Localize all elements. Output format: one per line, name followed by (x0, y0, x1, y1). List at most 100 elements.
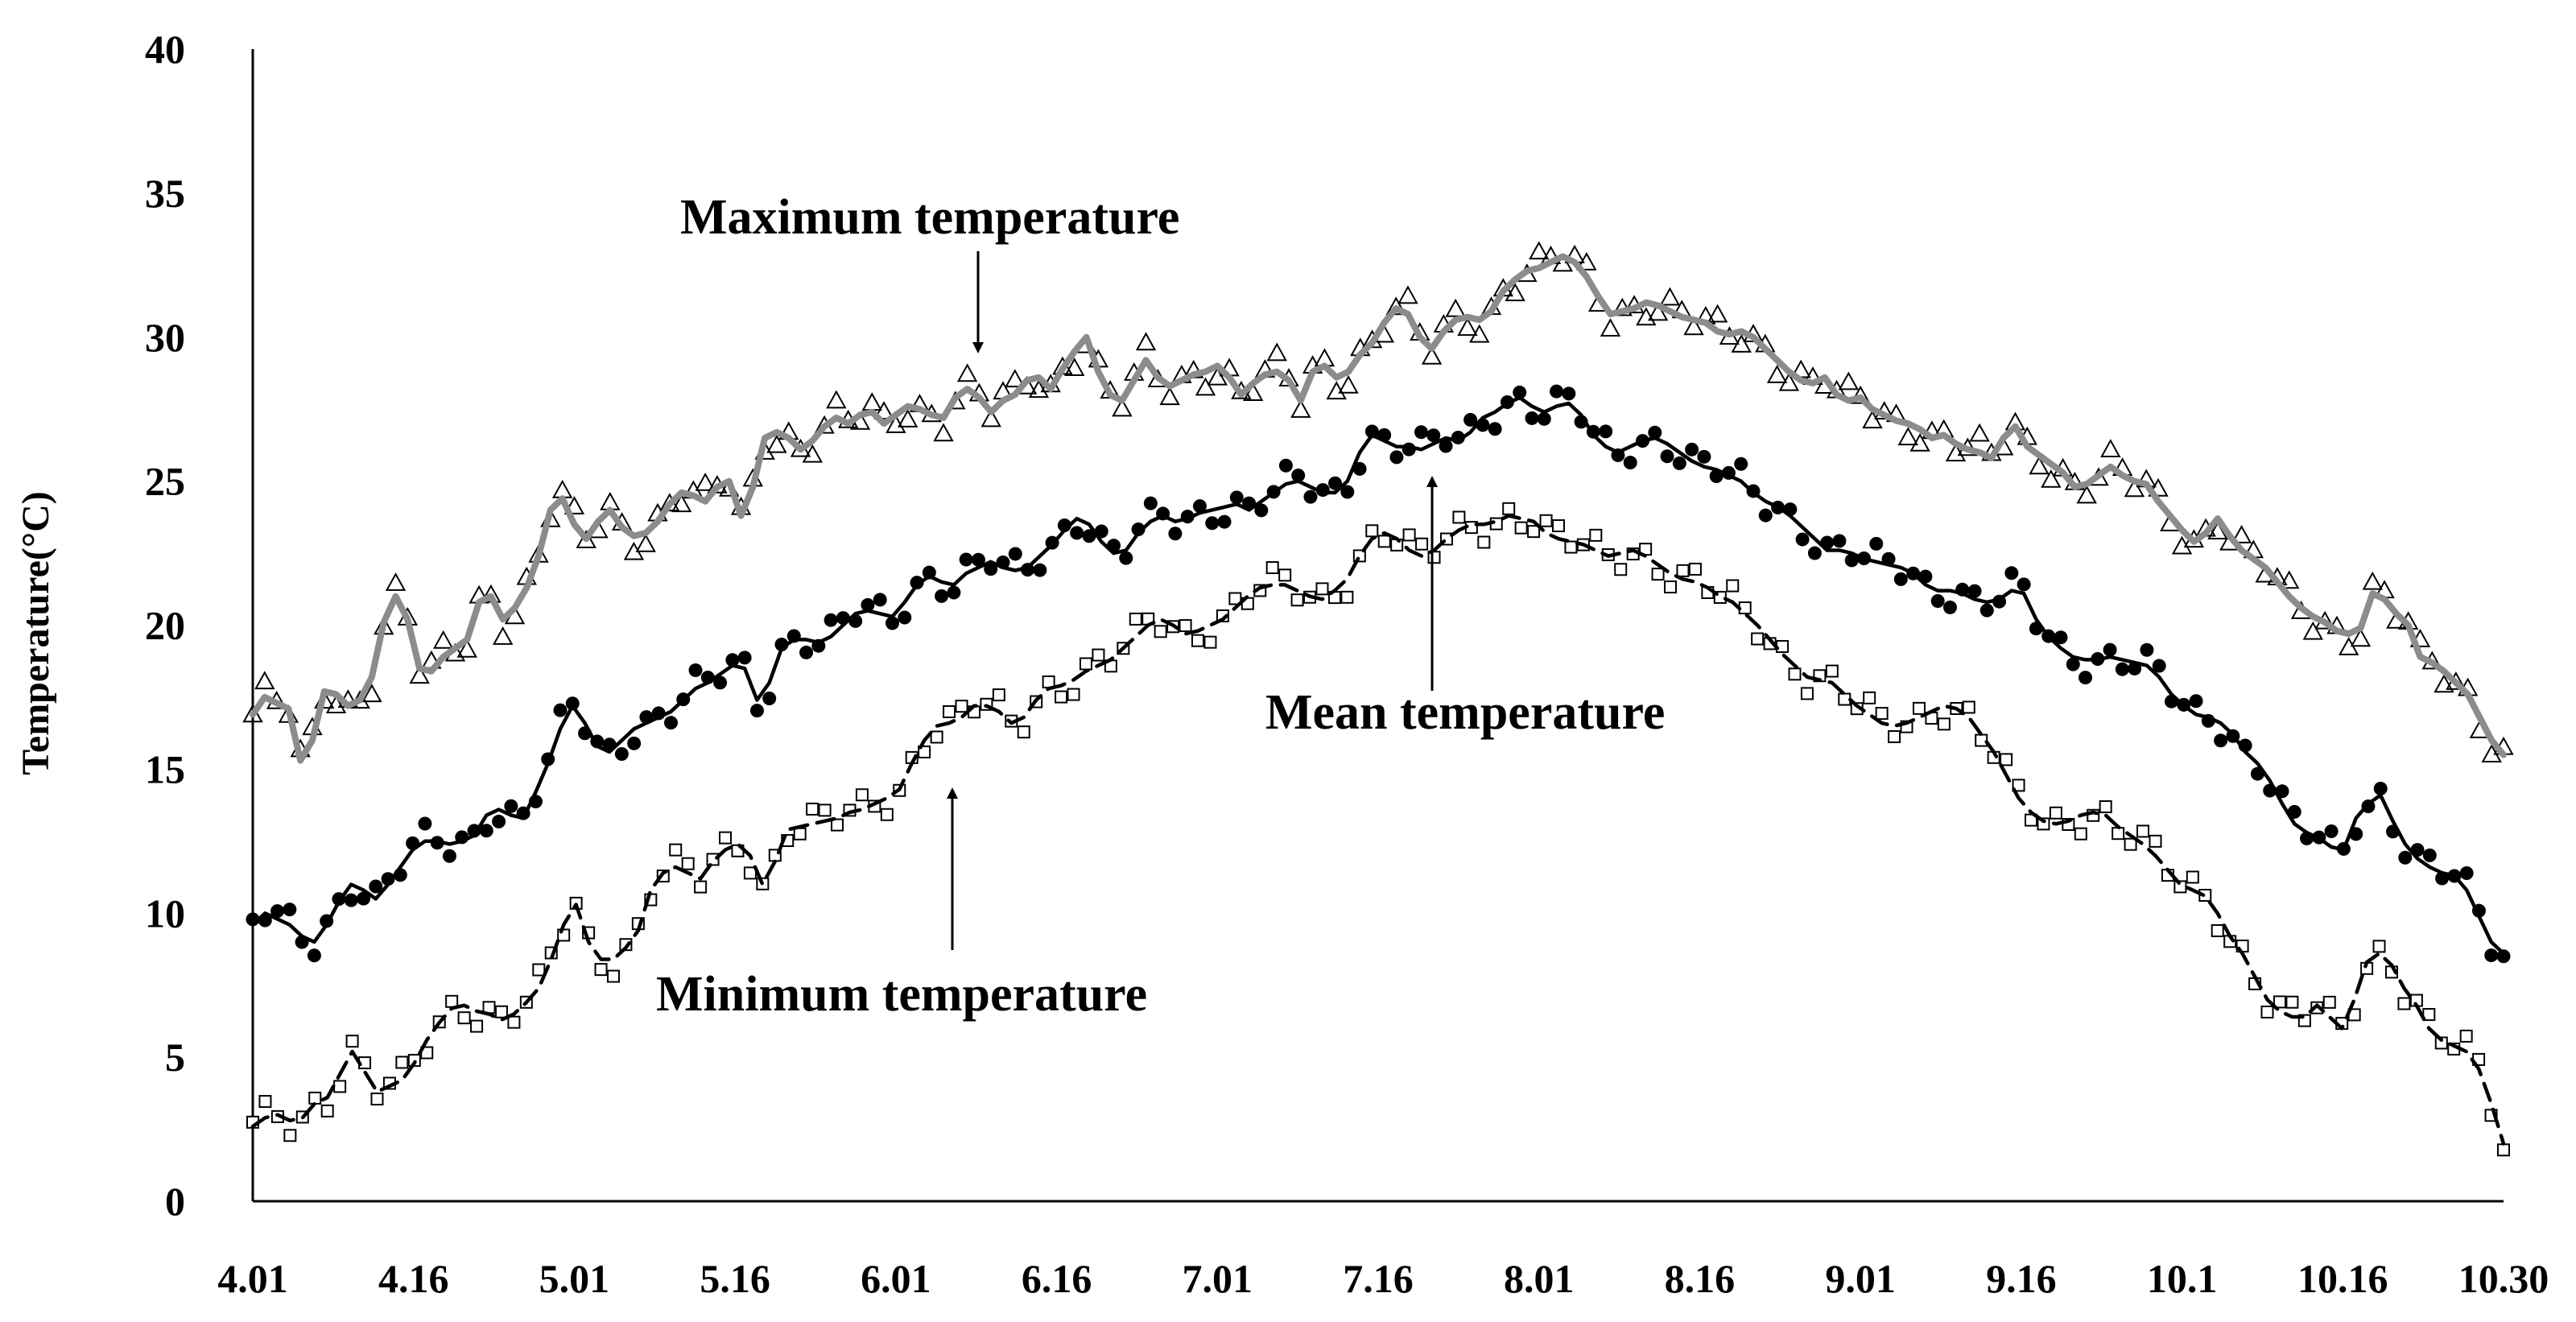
data-point (1217, 514, 1232, 529)
data-point (2115, 662, 2129, 676)
data-point (1070, 526, 1084, 540)
data-point (1303, 490, 1318, 504)
data-point (2497, 1143, 2510, 1157)
data-point (532, 963, 546, 977)
data-point (283, 1129, 297, 1142)
data-point (930, 730, 943, 744)
data-point (984, 562, 998, 576)
data-point (818, 804, 832, 817)
data-point (2484, 948, 2499, 963)
data-point (1205, 516, 1220, 531)
data-point (1278, 458, 1293, 473)
data-point (2434, 1036, 2448, 1050)
data-point (1033, 563, 1047, 577)
data-point (333, 1080, 347, 1093)
data-point (2149, 834, 2162, 848)
data-point (824, 613, 838, 627)
data-point (1967, 584, 1982, 598)
data-point (320, 1104, 334, 1118)
data-point (2012, 779, 2025, 792)
data-point (992, 688, 1005, 702)
data-point (270, 904, 285, 919)
data-point (492, 814, 506, 828)
data-point (749, 704, 764, 718)
y-tick-label: 20 (145, 603, 185, 648)
data-point (831, 818, 844, 832)
data-point (2322, 995, 2336, 1009)
data-point (1129, 612, 1142, 626)
x-tick-label: 4.16 (378, 1256, 449, 1301)
data-point (885, 616, 899, 630)
data-point (1888, 729, 1901, 743)
data-point (1338, 374, 1359, 394)
x-tick-label: 5.16 (700, 1256, 770, 1301)
data-point (2434, 674, 2454, 693)
data-point (1229, 490, 1244, 505)
y-tick-label: 10 (145, 890, 185, 936)
data-point (1203, 635, 1217, 649)
data-point (576, 530, 597, 548)
data-point (2074, 827, 2087, 841)
data-point (956, 363, 978, 382)
x-tick-label: 10.16 (2297, 1256, 2388, 1301)
y-tick-label: 25 (145, 459, 185, 504)
data-point (1659, 287, 1681, 306)
data-point (1731, 334, 1752, 353)
data-point (1469, 324, 1490, 343)
data-point (1614, 563, 1628, 576)
data-point (1863, 691, 1876, 704)
y-tick-label: 40 (145, 27, 185, 72)
data-point (442, 849, 456, 863)
data-point (2017, 577, 2031, 592)
data-point (254, 671, 275, 690)
data-point (1550, 384, 1564, 399)
data-point (873, 593, 887, 607)
data-point (1168, 527, 1183, 541)
data-point (1979, 603, 1994, 618)
data-point (2324, 824, 2339, 839)
series-line (250, 395, 2506, 956)
data-point (2152, 659, 2166, 673)
data-point (1697, 449, 1711, 464)
data-point (1266, 342, 1287, 361)
data-point (1875, 707, 1889, 721)
data-point (2398, 850, 2413, 865)
data-point (799, 645, 814, 659)
data-point (1576, 252, 1597, 271)
data-point (1850, 385, 1871, 404)
data-point (564, 496, 585, 514)
data-point (1082, 529, 1096, 543)
data-point (2211, 923, 2224, 937)
max-temperature-label: Maximum temperature (680, 190, 1179, 245)
data-point (1502, 502, 1516, 515)
data-point (1862, 410, 1883, 429)
data-point (307, 948, 321, 963)
data-point (663, 716, 678, 730)
data-point (766, 434, 787, 453)
data-point (369, 879, 383, 894)
x-tick-label: 9.01 (1825, 1256, 1896, 1301)
data-point (2372, 940, 2386, 953)
data-point (1119, 551, 1133, 565)
axes (251, 49, 2504, 1203)
data-point (1962, 700, 1975, 714)
data-point (1537, 411, 1551, 426)
data-point (1457, 317, 1478, 337)
data-point (283, 903, 297, 917)
data-point (1067, 688, 1080, 701)
data-point (671, 494, 692, 513)
x-tick-label: 4.01 (217, 1256, 288, 1301)
data-point (806, 802, 819, 816)
data-point (1800, 687, 1814, 700)
data-point (2260, 1005, 2274, 1018)
data-point (1112, 398, 1133, 417)
x-tick-label: 9.16 (1986, 1256, 2057, 1301)
data-point (432, 630, 454, 649)
data-point (725, 653, 740, 667)
data-point (2054, 630, 2068, 645)
data-point (1291, 468, 1306, 482)
x-tick-label: 8.01 (1504, 1256, 1575, 1301)
data-point (2076, 485, 2097, 504)
data-point (1017, 725, 1030, 739)
data-point (1912, 701, 1926, 715)
